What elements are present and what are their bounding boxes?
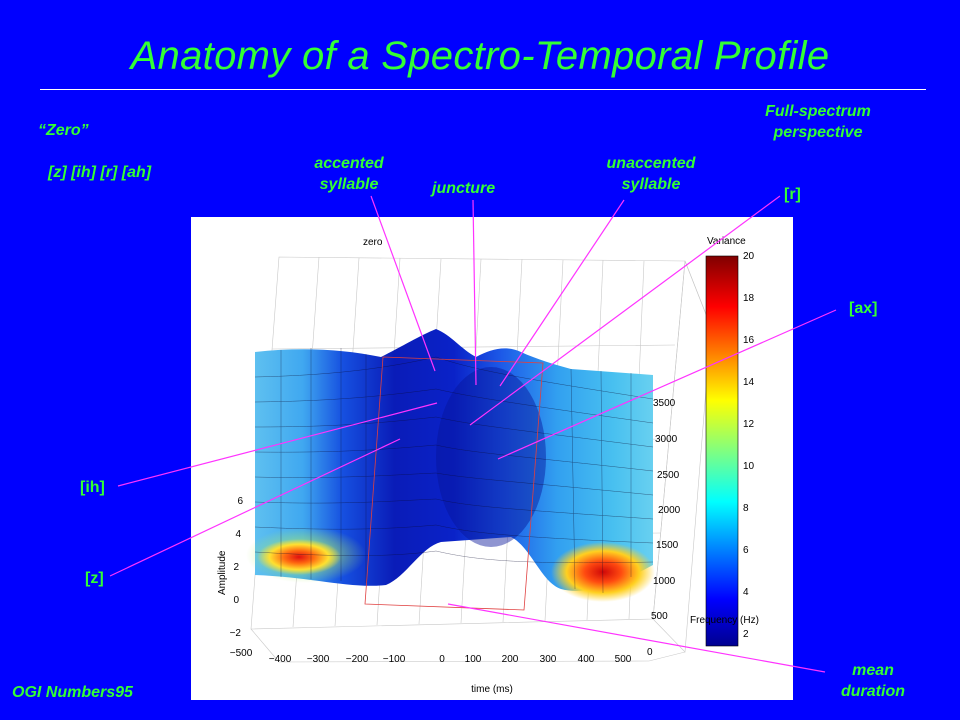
colorbar-tick: 18 bbox=[743, 293, 755, 304]
colorbar-title: Variance bbox=[707, 236, 746, 247]
frequency-tick: 3500 bbox=[653, 398, 676, 409]
juncture-label: juncture bbox=[432, 180, 496, 197]
amplitude-tick: 6 bbox=[237, 496, 243, 507]
slide-title: Anatomy of a Spectro-Temporal Profile bbox=[130, 34, 830, 78]
frequency-tick: 3000 bbox=[655, 434, 678, 445]
frequency-tick: 500 bbox=[651, 611, 668, 622]
time-tick: 400 bbox=[578, 654, 595, 665]
time-tick: 200 bbox=[502, 654, 519, 665]
corpus-label: OGI Numbers95 bbox=[12, 684, 133, 701]
amplitude-tick: −2 bbox=[230, 628, 242, 639]
time-tick: −500 bbox=[230, 648, 253, 659]
colorbar-tick: 14 bbox=[743, 377, 755, 388]
amplitude-ticks: 6 4 2 0 −2 bbox=[230, 496, 244, 639]
phone-r-label: [r] bbox=[784, 186, 801, 203]
amplitude-tick: 0 bbox=[233, 595, 239, 606]
time-tick: 0 bbox=[439, 654, 445, 665]
colorbar-tick: 6 bbox=[743, 545, 749, 556]
frequency-tick: 2500 bbox=[657, 470, 680, 481]
phoneme-sequence: [z] [ih] [r] [ah] bbox=[48, 164, 152, 181]
unaccented-syllable-label: unaccented syllable bbox=[606, 155, 696, 193]
time-tick: 500 bbox=[615, 654, 632, 665]
time-tick: 100 bbox=[465, 654, 482, 665]
phone-ih-label: [ih] bbox=[80, 479, 105, 496]
colorbar-tick: 2 bbox=[743, 629, 749, 640]
colorbar-tick: 20 bbox=[743, 251, 755, 262]
surface-plot-svg: zero Variance 20 18 16 14 12 10 8 6 4 2 … bbox=[217, 236, 759, 695]
colorbar-tick: 16 bbox=[743, 335, 755, 346]
spectro-temporal-surface bbox=[246, 329, 655, 602]
mean-duration-label: mean duration bbox=[841, 662, 905, 700]
plot-title: zero bbox=[363, 237, 383, 248]
colorbar-tick: 8 bbox=[743, 503, 749, 514]
colorbar-ticks: 20 18 16 14 12 10 8 6 4 2 bbox=[743, 251, 755, 640]
time-ticks: −500 −400 −300 −200 −100 0 100 200 300 4… bbox=[230, 648, 632, 665]
spectro-temporal-plot: zero Variance 20 18 16 14 12 10 8 6 4 2 … bbox=[191, 217, 793, 700]
full-spectrum-label: Full-spectrum perspective bbox=[765, 103, 871, 141]
title-divider bbox=[40, 89, 926, 90]
word-label: “Zero” bbox=[38, 122, 89, 139]
colorbar bbox=[705, 255, 739, 647]
phone-z-label: [z] bbox=[85, 570, 104, 587]
frequency-tick: 2000 bbox=[658, 505, 681, 516]
frequency-axis-label: Frequency (Hz) bbox=[690, 615, 759, 626]
time-tick: −200 bbox=[346, 654, 369, 665]
colorbar-tick: 10 bbox=[743, 461, 755, 472]
frequency-tick: 1000 bbox=[653, 576, 676, 587]
phone-ax-label: [ax] bbox=[849, 300, 878, 317]
colorbar-tick: 4 bbox=[743, 587, 749, 598]
colorbar-tick: 12 bbox=[743, 419, 755, 430]
amplitude-tick: 4 bbox=[235, 529, 241, 540]
time-tick: −300 bbox=[307, 654, 330, 665]
time-tick: 300 bbox=[540, 654, 557, 665]
time-axis-label: time (ms) bbox=[471, 684, 513, 695]
accented-syllable-label: accented syllable bbox=[314, 155, 384, 193]
frequency-tick: 1500 bbox=[656, 540, 679, 551]
frequency-tick: 0 bbox=[647, 647, 653, 658]
amplitude-tick: 2 bbox=[233, 562, 239, 573]
time-tick: −400 bbox=[269, 654, 292, 665]
amplitude-axis-label: Amplitude bbox=[217, 550, 228, 595]
time-tick: −100 bbox=[383, 654, 406, 665]
